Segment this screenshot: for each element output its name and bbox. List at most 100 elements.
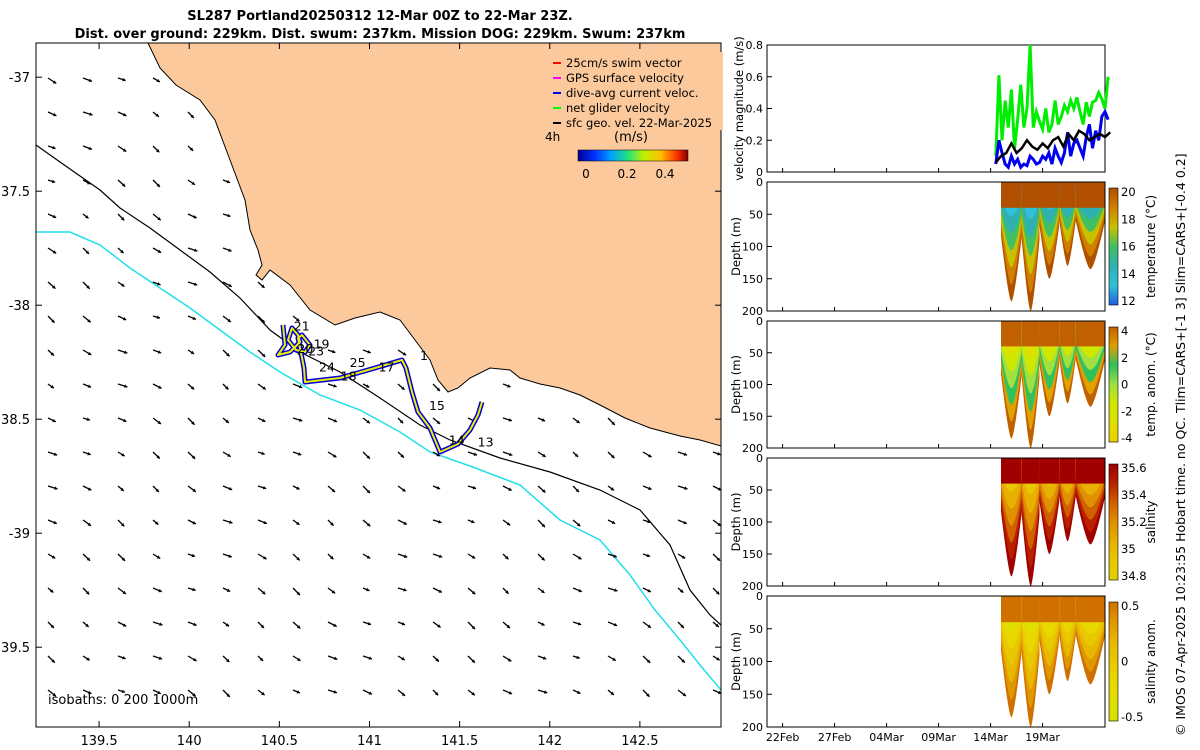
current-arrow: [47, 621, 55, 629]
section-band: [1059, 321, 1076, 404]
current-arrow: [537, 587, 545, 594]
section-band: [1039, 182, 1060, 252]
section-band: [1039, 458, 1060, 541]
current-arrow: [47, 451, 58, 456]
waypoint-label-23: 23: [308, 343, 324, 358]
current-arrow: [257, 315, 266, 324]
current-arrow: [572, 553, 582, 560]
current-arrow: [187, 111, 195, 119]
section-band: [1021, 182, 1040, 293]
section-surface: [1059, 321, 1076, 347]
current-arrow: [362, 417, 371, 424]
current-vector-field: [47, 77, 721, 698]
cbar-tick: 35.4: [1121, 488, 1147, 502]
current-arrow: [502, 485, 513, 492]
current-arrow: [152, 281, 161, 286]
current-arrow: [502, 689, 513, 695]
section-band: [1039, 458, 1060, 500]
section-band: [1075, 596, 1105, 634]
waypoint-label-24: 24: [319, 359, 335, 374]
current-arrow: [187, 485, 197, 493]
current-arrow: [117, 553, 126, 562]
current-arrow: [712, 621, 720, 628]
section-surface: [1059, 458, 1076, 484]
section-band: [1075, 458, 1105, 483]
current-arrow: [152, 485, 160, 493]
current-arrow: [572, 689, 581, 695]
cbar-tick: 0.5: [1121, 599, 1139, 613]
current-arrow: [187, 281, 198, 286]
current-arrow: [82, 417, 91, 422]
current-arrow: [362, 519, 371, 527]
section-band: [1021, 596, 1040, 615]
current-arrow: [187, 655, 197, 662]
section-band: [1075, 458, 1105, 520]
waypoint-label-14: 14: [449, 432, 465, 447]
section-band: [1039, 596, 1060, 653]
current-arrow: [677, 451, 688, 456]
time-tick-label-1: 27Feb: [818, 731, 851, 744]
section-band: [1001, 182, 1022, 251]
cbar-tick-1: 0.2: [617, 167, 636, 181]
current-arrow: [222, 213, 231, 218]
current-arrow: [222, 281, 233, 288]
current-arrow: [502, 587, 510, 595]
current-arrow: [712, 451, 721, 456]
current-arrow: [152, 553, 161, 560]
current-arrow: [47, 315, 56, 324]
section-band: [1021, 321, 1040, 340]
section-band: [1059, 182, 1076, 242]
legend-box: [548, 52, 723, 130]
section-band: [1039, 596, 1060, 667]
section-band: [1059, 596, 1076, 645]
current-arrow: [677, 485, 688, 490]
cbar-tick: 12: [1121, 294, 1136, 308]
current-arrow: [467, 451, 478, 456]
current-arrow: [502, 383, 511, 388]
current-arrow: [572, 621, 582, 626]
current-arrow: [257, 383, 267, 391]
current-arrow: [327, 451, 337, 458]
section-band: [1001, 321, 1022, 355]
section-clabel-1: temperature (°C): [1144, 195, 1158, 298]
current-arrow: [257, 689, 266, 696]
section-band: [1021, 458, 1040, 586]
current-arrow: [187, 247, 198, 252]
section-band: [1075, 182, 1105, 270]
current-arrow: [152, 349, 162, 354]
section-band: [1001, 182, 1022, 268]
current-arrow: [537, 655, 547, 660]
current-arrow: [82, 349, 92, 356]
time-label: 4h: [545, 130, 560, 144]
current-arrow: [82, 247, 90, 255]
current-arrow: [607, 553, 617, 558]
section-band: [1059, 321, 1076, 357]
current-arrow: [222, 315, 232, 323]
section-band: [1039, 182, 1060, 265]
section-band: [1021, 182, 1040, 311]
section-band: [1059, 182, 1076, 266]
section-band: [1059, 321, 1076, 369]
section-band: [1021, 182, 1040, 238]
section-surface: [1021, 321, 1040, 347]
current-arrow: [47, 655, 56, 664]
section-band: [1001, 458, 1022, 509]
current-arrow: [642, 519, 651, 524]
section-band: [1001, 182, 1022, 200]
footer-credit: © IMOS 07-Apr-2025 10:23:55 Hobart time.…: [1173, 153, 1188, 736]
current-arrow: [117, 111, 127, 117]
waypoint-label-1: 1: [420, 348, 428, 363]
current-arrow: [222, 383, 229, 391]
current-arrow: [82, 111, 93, 116]
current-arrow: [187, 315, 197, 321]
section-band: [1039, 321, 1060, 335]
section-band: [1001, 458, 1022, 543]
map-xtick-label-4: 141.5: [441, 734, 478, 749]
current-arrow: [607, 655, 617, 662]
section-band: [1001, 321, 1022, 372]
section-surface: [1039, 458, 1060, 484]
cbar-tick: 35.6: [1121, 461, 1147, 475]
current-arrow: [642, 485, 652, 491]
current-arrow: [222, 485, 233, 491]
current-arrow: [572, 519, 581, 527]
